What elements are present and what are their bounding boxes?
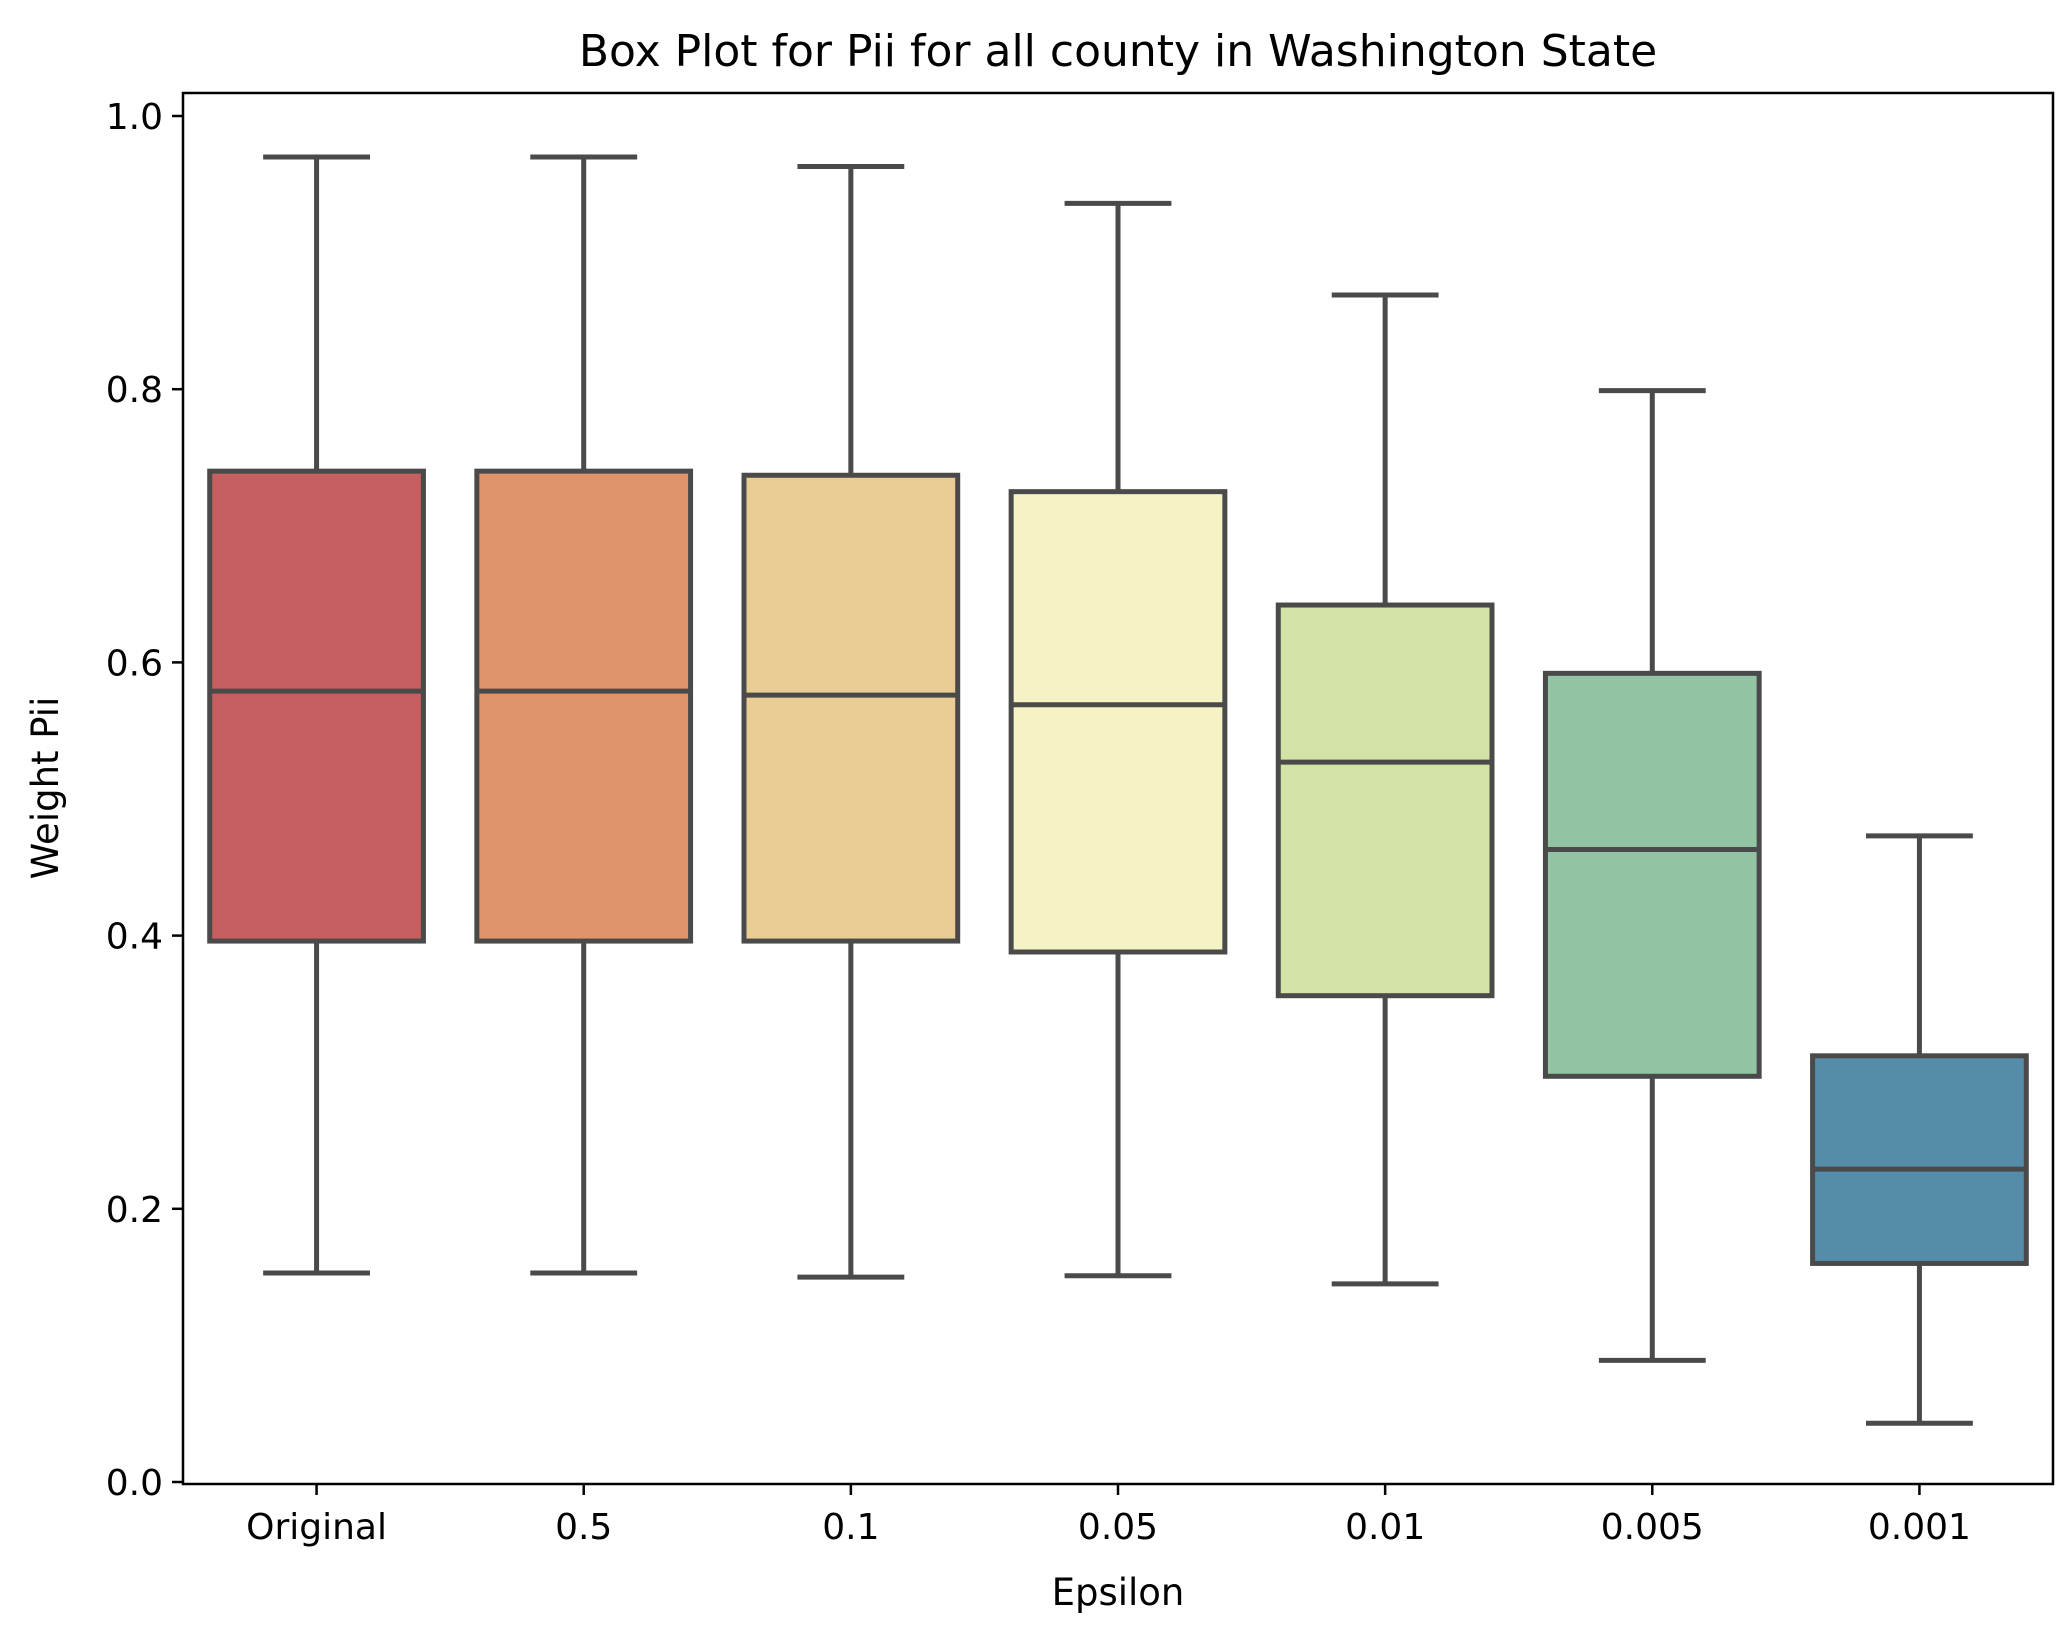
iqr-box (474, 468, 694, 944)
x-tick-label: Original (246, 1507, 387, 1548)
y-tick-label: 0.4 (106, 917, 163, 958)
x-tick-label: 0.001 (1868, 1507, 1971, 1548)
box-group (741, 164, 961, 1280)
y-tick-label: 0.0 (106, 1463, 163, 1504)
box-group (1008, 200, 1228, 1279)
iqr-box (1810, 1053, 2029, 1266)
x-tick-label: 0.05 (1078, 1507, 1158, 1548)
iqr-box (207, 468, 426, 944)
x-tick-label: 0.005 (1601, 1507, 1704, 1548)
box-group (474, 154, 694, 1276)
y-tick-label: 0.6 (106, 643, 163, 684)
x-tick-label: 0.1 (822, 1507, 879, 1548)
x-tick-label: 0.01 (1345, 1507, 1425, 1548)
iqr-box (1008, 489, 1228, 955)
chart-title: Box Plot for Pii for all county in Washi… (579, 26, 1657, 77)
y-tick-label: 0.8 (106, 370, 163, 411)
y-tick-label: 1.0 (106, 97, 163, 138)
box-group (1542, 388, 1762, 1363)
iqr-box (1275, 602, 1495, 999)
iqr-box (741, 472, 961, 944)
box-group (207, 154, 426, 1276)
y-tick-label: 0.2 (106, 1190, 163, 1231)
y-axis: 0.0 0.2 0.4 0.6 0.8 1.0 (106, 97, 183, 1504)
x-tick-label: 0.5 (555, 1507, 612, 1548)
box-group (1810, 833, 2029, 1426)
x-axis: Original 0.5 0.1 0.05 0.01 0.005 0.001 (246, 1484, 1971, 1548)
x-axis-label: Epsilon (1052, 1571, 1185, 1614)
box-group (1275, 292, 1495, 1287)
y-axis-label: Weight Pii (24, 697, 67, 880)
iqr-box (1542, 670, 1762, 1079)
plot-area (207, 154, 2029, 1426)
